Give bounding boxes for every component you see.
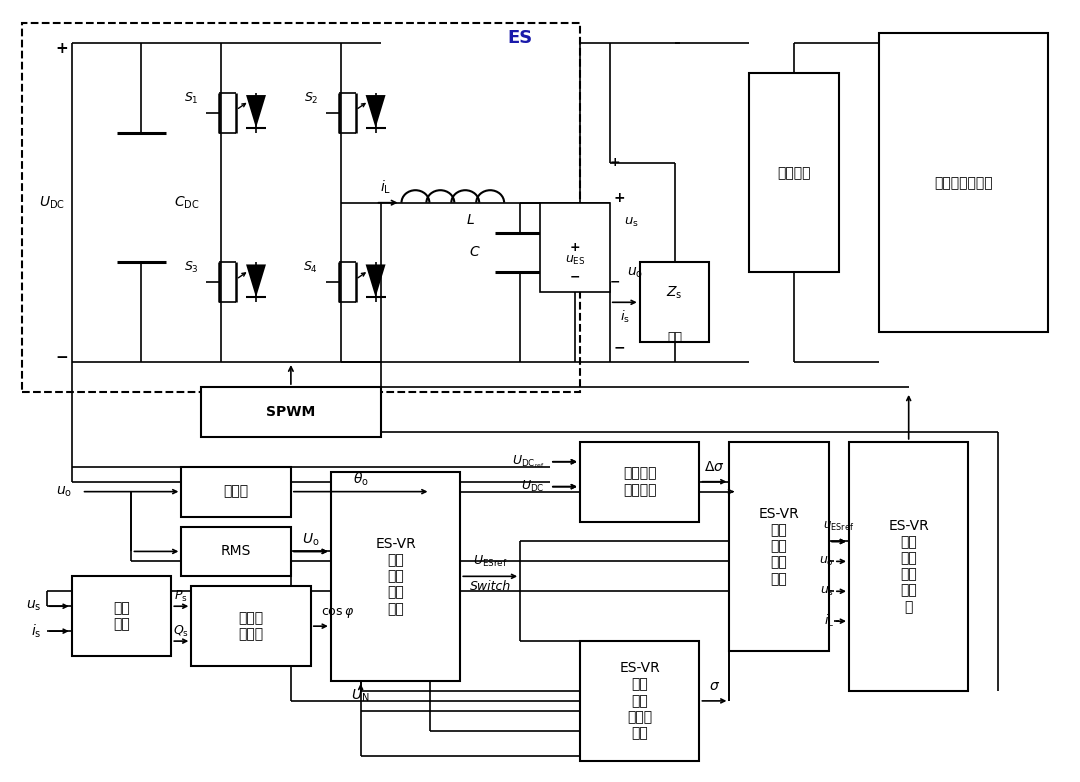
Polygon shape (366, 264, 386, 297)
Bar (750, 74, 839, 272)
Bar (879, 34, 1049, 332)
Text: 直流电压
附加控制: 直流电压 附加控制 (623, 467, 657, 497)
Text: $\sigma$: $\sigma$ (708, 679, 720, 693)
Polygon shape (246, 95, 266, 128)
Text: $u_{\rm o}$: $u_{\rm o}$ (819, 555, 834, 568)
Text: $\theta_{\rm o}$: $\theta_{\rm o}$ (353, 471, 368, 489)
Text: $C_{\rm DC}$: $C_{\rm DC}$ (174, 195, 199, 211)
Bar (71, 576, 172, 656)
Text: +: + (55, 41, 68, 56)
Text: $u_{\rm o}$: $u_{\rm o}$ (55, 484, 71, 499)
Text: $i_{\rm L}$: $i_{\rm L}$ (380, 179, 391, 196)
Text: ES: ES (508, 29, 532, 47)
Text: −: − (613, 340, 625, 354)
Text: +: + (569, 241, 580, 254)
Bar (22, 23, 580, 392)
Text: $\cos\varphi$: $\cos\varphi$ (321, 606, 354, 620)
Bar (540, 203, 610, 292)
Bar (849, 442, 969, 691)
Text: −: − (55, 350, 68, 364)
Text: −: − (569, 271, 580, 284)
Polygon shape (366, 95, 386, 128)
Text: $S_4$: $S_4$ (303, 260, 319, 275)
Bar (639, 263, 710, 343)
Text: $U_{\rm DC_{ref}}$: $U_{\rm DC_{ref}}$ (512, 454, 545, 470)
Polygon shape (246, 264, 266, 297)
Text: −: − (609, 276, 620, 289)
Bar (201, 387, 380, 437)
Bar (330, 472, 460, 681)
Text: $S_1$: $S_1$ (184, 91, 199, 106)
Text: ES-VR
参考
电压
基波
合成: ES-VR 参考 电压 基波 合成 (759, 507, 799, 586)
Text: $U_{\rm ESref}$: $U_{\rm ESref}$ (473, 554, 508, 569)
Text: RMS: RMS (221, 544, 252, 558)
Text: $U_{\rm DC}$: $U_{\rm DC}$ (522, 479, 545, 494)
Bar (729, 442, 829, 651)
Text: $Z_{\rm s}$: $Z_{\rm s}$ (666, 284, 683, 300)
Text: $u_{\rm s}$: $u_{\rm s}$ (820, 585, 834, 597)
Text: $U_{\rm N}$: $U_{\rm N}$ (351, 687, 370, 704)
Text: 功率因
数计算: 功率因 数计算 (239, 611, 264, 641)
Text: ES-VR
输出
电压
双闭
环控
制: ES-VR 输出 电压 双闭 环控 制 (889, 519, 929, 614)
Text: $U_{\rm o}$: $U_{\rm o}$ (302, 531, 320, 547)
Text: 功率
计算: 功率 计算 (113, 601, 130, 631)
Text: $P_{\rm s}$: $P_{\rm s}$ (174, 589, 188, 604)
Text: 馈线与外部系统: 馈线与外部系统 (934, 176, 993, 190)
Text: $U_{\rm DC}$: $U_{\rm DC}$ (39, 195, 65, 211)
Text: $i_{\rm L}$: $i_{\rm L}$ (824, 613, 834, 630)
Text: $\Delta\sigma$: $\Delta\sigma$ (704, 460, 725, 474)
Text: $L$: $L$ (465, 213, 475, 227)
Text: $i_{\rm s}$: $i_{\rm s}$ (620, 309, 630, 325)
Text: ES-VR
参考
电压
幅值
计算: ES-VR 参考 电压 幅值 计算 (375, 537, 416, 615)
Text: $C$: $C$ (470, 246, 481, 260)
Text: 锁相环: 锁相环 (224, 485, 248, 499)
Text: +: + (609, 156, 620, 170)
Text: $u_{\rm o}$: $u_{\rm o}$ (626, 265, 643, 280)
Text: Switch: Switch (470, 579, 511, 593)
Text: +: + (613, 191, 625, 205)
Text: $S_2$: $S_2$ (303, 91, 319, 106)
Text: $u_{\rm ES}$: $u_{\rm ES}$ (565, 254, 585, 267)
Text: $S_3$: $S_3$ (184, 260, 199, 275)
Text: $u_{\rm s}$: $u_{\rm s}$ (624, 216, 639, 229)
Text: $Q_{\rm s}$: $Q_{\rm s}$ (173, 623, 189, 639)
Text: $u_{\rm s}$: $u_{\rm s}$ (26, 599, 42, 613)
Text: $u_{\rm ESref}$: $u_{\rm ESref}$ (823, 520, 854, 533)
Bar (580, 442, 700, 522)
Text: ES-VR
参考
电压
相角差
计算: ES-VR 参考 电压 相角差 计算 (619, 662, 660, 741)
Text: 光伏单元: 光伏单元 (778, 166, 811, 180)
Bar (181, 467, 291, 517)
Text: $i_{\rm s}$: $i_{\rm s}$ (31, 622, 42, 640)
Bar (191, 586, 311, 666)
Bar (580, 641, 700, 761)
Text: SPWM: SPWM (267, 405, 315, 419)
Bar (181, 526, 291, 576)
Text: 负荷: 负荷 (667, 331, 683, 344)
